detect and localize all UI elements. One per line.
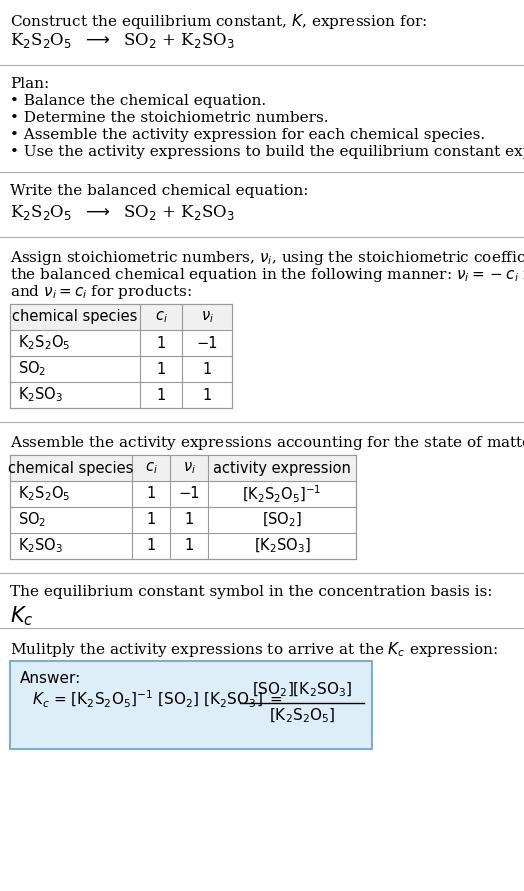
Text: K$_2$S$_2$O$_5$  $\longrightarrow$  SO$_2$ + K$_2$SO$_3$: K$_2$S$_2$O$_5$ $\longrightarrow$ SO$_2$… <box>10 203 235 222</box>
Text: [K$_2$SO$_3$]: [K$_2$SO$_3$] <box>254 536 310 555</box>
Text: Assign stoichiometric numbers, $\nu_i$, using the stoichiometric coefficients, $: Assign stoichiometric numbers, $\nu_i$, … <box>10 249 524 267</box>
Text: 1: 1 <box>184 512 194 527</box>
Text: K$_2$SO$_3$: K$_2$SO$_3$ <box>18 536 63 555</box>
Text: SO$_2$: SO$_2$ <box>18 511 46 529</box>
Text: K$_2$S$_2$O$_5$: K$_2$S$_2$O$_5$ <box>18 485 70 503</box>
Text: $[\mathrm{SO_2}][\mathrm{K_2SO_3}]$: $[\mathrm{SO_2}][\mathrm{K_2SO_3}]$ <box>252 681 352 699</box>
Text: Assemble the activity expressions accounting for the state of matter and $\nu_i$: Assemble the activity expressions accoun… <box>10 434 524 452</box>
Text: 1: 1 <box>146 538 156 553</box>
Text: $[\mathrm{K_2S_2O_5}]$: $[\mathrm{K_2S_2O_5}]$ <box>269 707 335 725</box>
Text: • Use the activity expressions to build the equilibrium constant expression.: • Use the activity expressions to build … <box>10 145 524 159</box>
Text: chemical species: chemical species <box>12 309 138 324</box>
Text: $K_c$: $K_c$ <box>10 604 34 627</box>
Text: K$_2$SO$_3$: K$_2$SO$_3$ <box>18 386 63 405</box>
Text: $\nu_i$: $\nu_i$ <box>182 460 195 476</box>
Text: • Determine the stoichiometric numbers.: • Determine the stoichiometric numbers. <box>10 111 329 125</box>
FancyBboxPatch shape <box>10 661 372 749</box>
Text: activity expression: activity expression <box>213 461 351 476</box>
Text: −1: −1 <box>196 336 218 350</box>
Text: 1: 1 <box>156 388 166 403</box>
Text: 1: 1 <box>156 362 166 377</box>
Text: The equilibrium constant symbol in the concentration basis is:: The equilibrium constant symbol in the c… <box>10 585 493 599</box>
Text: K$_2$S$_2$O$_5$  $\longrightarrow$  SO$_2$ + K$_2$SO$_3$: K$_2$S$_2$O$_5$ $\longrightarrow$ SO$_2$… <box>10 31 235 50</box>
Text: Construct the equilibrium constant, $K$, expression for:: Construct the equilibrium constant, $K$,… <box>10 12 427 31</box>
Text: 1: 1 <box>184 538 194 553</box>
Text: 1: 1 <box>202 362 212 377</box>
Bar <box>10 455 356 559</box>
Text: SO$_2$: SO$_2$ <box>18 360 46 379</box>
Text: [SO$_2$]: [SO$_2$] <box>262 511 302 529</box>
Text: −1: −1 <box>178 486 200 502</box>
Text: Plan:: Plan: <box>10 77 49 91</box>
Bar <box>10 304 232 330</box>
Text: chemical species: chemical species <box>8 461 134 476</box>
Text: 1: 1 <box>202 388 212 403</box>
Text: [K$_2$S$_2$O$_5$]$^{-1}$: [K$_2$S$_2$O$_5$]$^{-1}$ <box>242 484 322 504</box>
Text: • Assemble the activity expression for each chemical species.: • Assemble the activity expression for e… <box>10 128 485 142</box>
Text: Answer:: Answer: <box>20 671 81 686</box>
Text: the balanced chemical equation in the following manner: $\nu_i = -c_i$ for react: the balanced chemical equation in the fo… <box>10 266 524 284</box>
Bar <box>10 455 356 481</box>
Text: 1: 1 <box>156 336 166 350</box>
Text: 1: 1 <box>146 512 156 527</box>
Text: $c_i$: $c_i$ <box>145 460 157 476</box>
Text: 1: 1 <box>146 486 156 502</box>
Text: $K_c$ = $[\mathrm{K_2S_2O_5}]^{-1}$ $[\mathrm{SO_2}]$ $[\mathrm{K_2SO_3}]$ $=$: $K_c$ = $[\mathrm{K_2S_2O_5}]^{-1}$ $[\m… <box>32 689 283 709</box>
Text: K$_2$S$_2$O$_5$: K$_2$S$_2$O$_5$ <box>18 333 70 352</box>
Bar <box>10 304 232 408</box>
Text: Write the balanced chemical equation:: Write the balanced chemical equation: <box>10 184 309 198</box>
Text: • Balance the chemical equation.: • Balance the chemical equation. <box>10 94 266 108</box>
Text: and $\nu_i = c_i$ for products:: and $\nu_i = c_i$ for products: <box>10 283 192 301</box>
Text: Mulitply the activity expressions to arrive at the $K_c$ expression:: Mulitply the activity expressions to arr… <box>10 640 498 659</box>
Text: $\nu_i$: $\nu_i$ <box>201 309 213 325</box>
Text: $c_i$: $c_i$ <box>155 309 168 325</box>
